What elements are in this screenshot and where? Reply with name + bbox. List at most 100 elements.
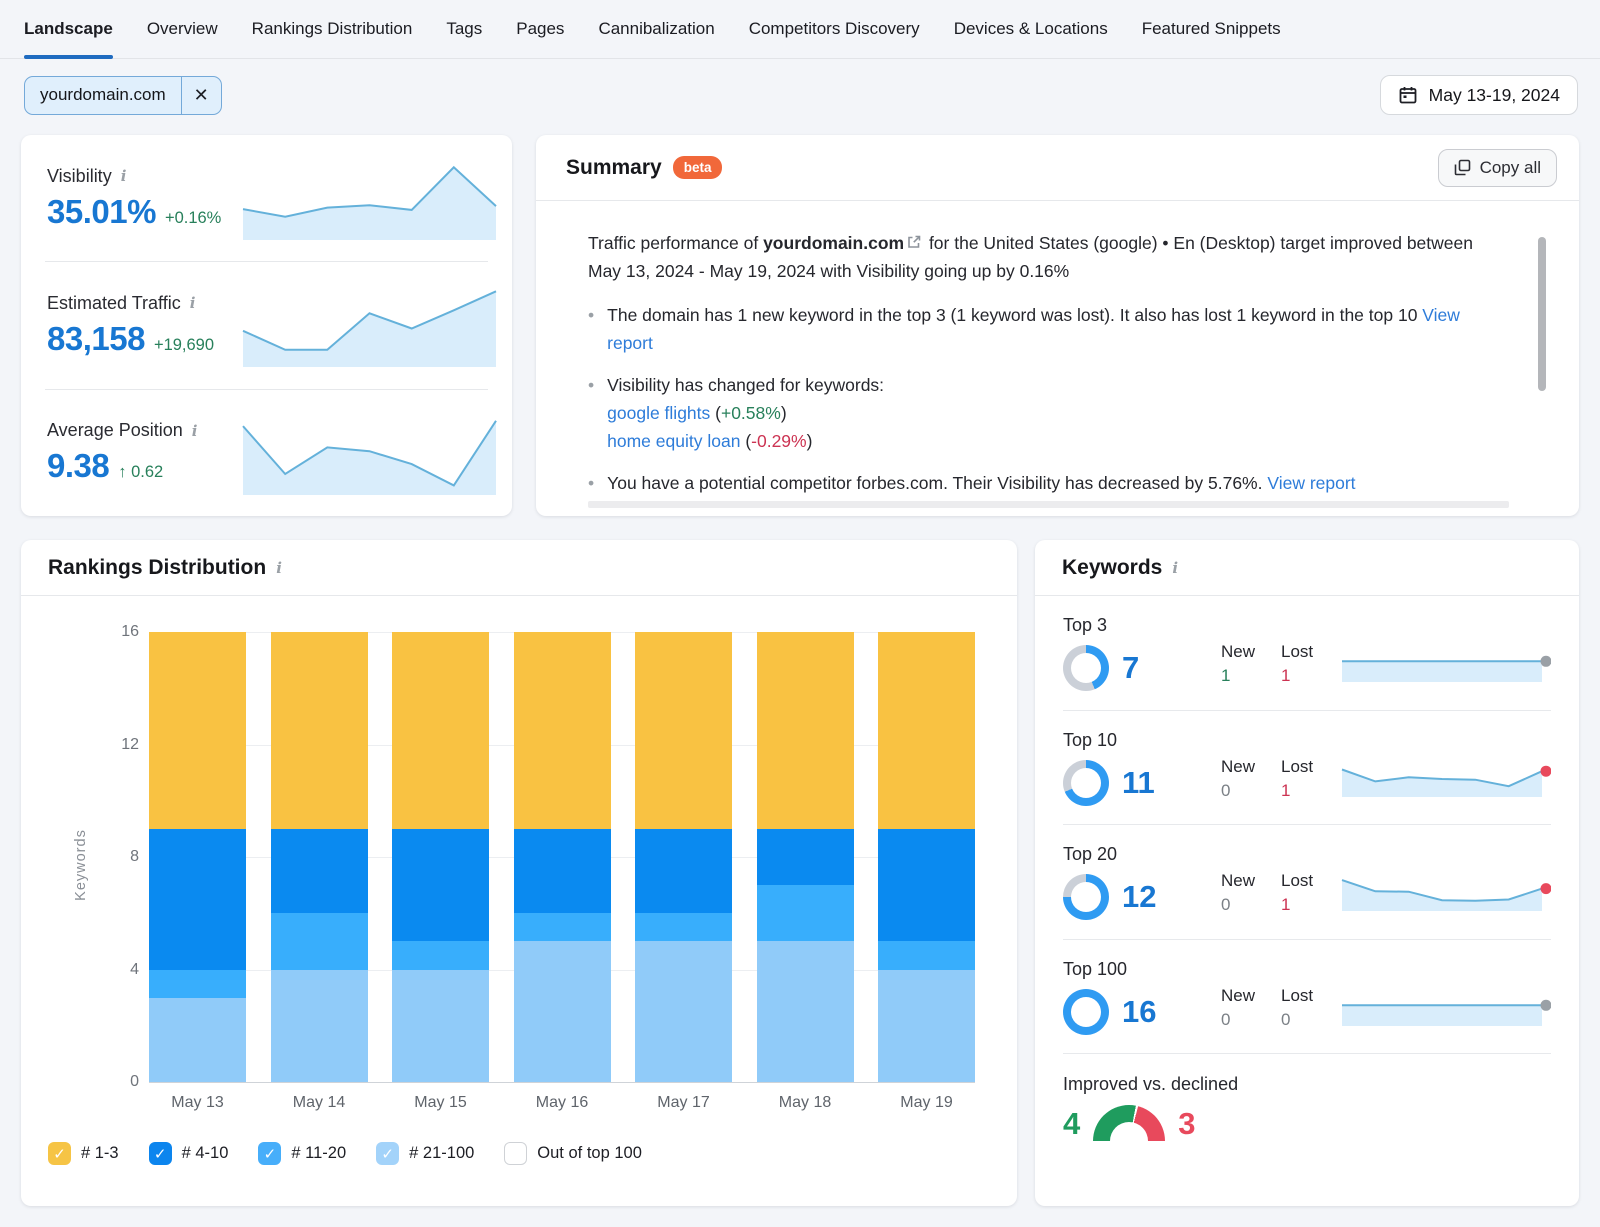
lost-count: 1: [1281, 780, 1291, 800]
visibility-value: 35.01%: [47, 192, 156, 230]
stacked-bar: [149, 632, 246, 1082]
keyword-delta-positive: +0.58%: [720, 403, 781, 423]
close-icon[interactable]: ✕: [180, 76, 221, 114]
tab-overview[interactable]: Overview: [146, 19, 218, 38]
filter-toolbar: yourdomain.com ✕ May 13-19, 2024: [0, 59, 1600, 115]
improved-declined-label: Improved vs. declined: [1063, 1074, 1239, 1094]
calendar-icon: [1398, 85, 1418, 105]
new-column-header: New: [1221, 642, 1256, 661]
rankings-xlabels: May 13 May 14 May 15 May 16 May 17 May 18 May …: [149, 1094, 975, 1112]
tab-featured-snippets[interactable]: Featured Snippets: [1141, 19, 1281, 38]
external-link-icon[interactable]: [906, 234, 922, 250]
new-column-header: New: [1221, 756, 1256, 776]
top-nav: Landscape Overview Rankings Distribution…: [0, 0, 1600, 59]
tab-tags[interactable]: Tags: [446, 19, 483, 38]
keywords-row-label: Top 100: [1063, 958, 1128, 979]
summary-bullet-2: • Visibility has changed for keywords: g…: [588, 375, 885, 451]
summary-body: Traffic performance of yourdomain.com fo…: [536, 201, 1579, 506]
tab-rankings-distribution[interactable]: Rankings Distribution: [251, 19, 413, 38]
beta-badge: beta: [672, 156, 723, 179]
tab-competitors-discovery[interactable]: Competitors Discovery: [748, 19, 920, 38]
view-report-link[interactable]: View report: [1267, 473, 1356, 493]
traffic-value: 83,158: [47, 319, 145, 357]
x-axis-label: May 16: [535, 1094, 589, 1111]
domain-filter-chip[interactable]: yourdomain.com ✕: [24, 75, 222, 115]
position-sparkline-chart: [242, 420, 497, 495]
view-report-link[interactable]: View report: [607, 305, 1460, 353]
traffic-delta: +19,690: [153, 335, 215, 354]
keywords-count: 16: [1122, 993, 1157, 1029]
info-icon[interactable]: i: [191, 421, 198, 440]
tab-cannibalization[interactable]: Cannibalization: [598, 19, 715, 38]
legend-item-checkbox[interactable]: ✓ # 11-20: [258, 1142, 346, 1165]
keyword-link-google-flights[interactable]: google flights: [607, 403, 711, 423]
keywords-donut-chart: [1063, 645, 1109, 691]
keywords-row-label: Top 20: [1063, 844, 1118, 864]
keyword-link-home-equity-loan[interactable]: home equity loan: [607, 431, 741, 451]
summary-intro: Traffic performance of yourdomain.com fo…: [588, 233, 1473, 281]
rankings-legend: ✓ # 1-3 ✓ # 4-10 ✓ # 11-20 ✓ # 21-100 Out of top…: [48, 1142, 1017, 1165]
x-axis-label: May 14: [292, 1094, 346, 1111]
keywords-donut-chart: [1063, 874, 1109, 920]
declined-count: 3: [1178, 1106, 1196, 1141]
stacked-bar: [513, 632, 611, 1082]
new-column-header: New: [1221, 985, 1256, 1005]
tab-landscape[interactable]: Landscape: [24, 0, 113, 59]
lost-column-header: Lost: [1281, 871, 1314, 890]
improved-count: 4: [1063, 1106, 1081, 1141]
rankings-bars: [149, 632, 975, 1082]
new-count: 0: [1221, 1009, 1231, 1029]
metrics-card: Visibility i 35.01% +0.16% Estimated Traf…: [21, 135, 512, 516]
lost-count: 1: [1281, 895, 1291, 914]
x-axis-label: May 18: [778, 1094, 832, 1111]
new-column-header: New: [1221, 871, 1256, 890]
visibility-delta: +0.16%: [164, 208, 222, 227]
info-icon[interactable]: i: [1172, 558, 1179, 577]
rankings-title: Rankings Distribution: [48, 555, 267, 579]
keywords-row-label: Top 10: [1063, 729, 1118, 750]
x-axis-label: May 13: [171, 1094, 224, 1111]
traffic-label: Estimated Traffic: [47, 292, 181, 313]
improved-vs-declined: Improved vs. declined 4 3: [1035, 1054, 1579, 1142]
lost-column-header: Lost: [1281, 756, 1314, 776]
lost-column-header: Lost: [1281, 985, 1314, 1005]
keywords-row: Top 100 16 New 0 Lost 0: [1063, 940, 1551, 1054]
estimated-traffic-metric: Estimated Traffic i 83,158 +19,690: [21, 262, 512, 388]
legend-item-checkbox[interactable]: ✓ # 4-10: [148, 1142, 228, 1165]
rankings-plot: Keywords 0 4 8 12 16: [73, 623, 975, 1090]
keywords-row: Top 3 7 New 1 Lost 1: [1063, 596, 1551, 711]
summary-scrollbar[interactable]: [1538, 237, 1546, 391]
lost-count: 0: [1281, 1009, 1291, 1029]
lost-column-header: Lost: [1281, 642, 1314, 661]
stacked-bar: [635, 632, 732, 1082]
tab-pages[interactable]: Pages: [516, 19, 565, 38]
summary-domain: yourdomain.com: [763, 233, 905, 253]
lost-count: 1: [1281, 666, 1291, 685]
date-range-label: May 13-19, 2024: [1428, 84, 1560, 105]
position-value: 9.38: [47, 447, 110, 485]
legend-item-checkbox[interactable]: ✓ # 1-3: [48, 1142, 119, 1165]
summary-bullet-1: • The domain has 1 new keyword in the to…: [588, 305, 1460, 353]
keywords-row: Top 10 11 New 0 Lost 1: [1063, 711, 1551, 825]
info-icon[interactable]: i: [120, 167, 127, 186]
legend-item-checkbox[interactable]: Out of top 100: [504, 1142, 642, 1165]
keywords-row: Top 20 12 New 0 Lost 1: [1063, 825, 1551, 940]
average-position-metric: Average Position i 9.38 ↑ 0.62: [21, 390, 512, 516]
rankings-distribution-card: Rankings Distribution i Keywords 0 4 8 12 16…: [21, 540, 1017, 1206]
info-icon[interactable]: i: [276, 558, 282, 577]
keywords-sparkline-chart: [1341, 753, 1551, 799]
stacked-bar: [756, 632, 854, 1082]
date-range-picker[interactable]: May 13-19, 2024: [1379, 75, 1578, 115]
y-axis-label: Keywords: [72, 829, 89, 901]
x-axis-label: May 15: [414, 1094, 467, 1111]
keywords-count: 7: [1122, 650, 1140, 685]
legend-item-checkbox[interactable]: ✓ # 21-100: [376, 1142, 474, 1165]
tab-devices-locations[interactable]: Devices & Locations: [953, 19, 1108, 38]
visibility-metric: Visibility i 35.01% +0.16%: [21, 135, 512, 261]
info-icon[interactable]: i: [189, 294, 196, 313]
keyword-delta-negative: -0.29%: [751, 431, 807, 451]
visibility-label: Visibility: [47, 165, 112, 186]
copy-all-button[interactable]: Copy all: [1437, 148, 1557, 187]
traffic-sparkline-chart: [242, 290, 497, 368]
domain-chip-label: yourdomain.com: [40, 85, 166, 104]
